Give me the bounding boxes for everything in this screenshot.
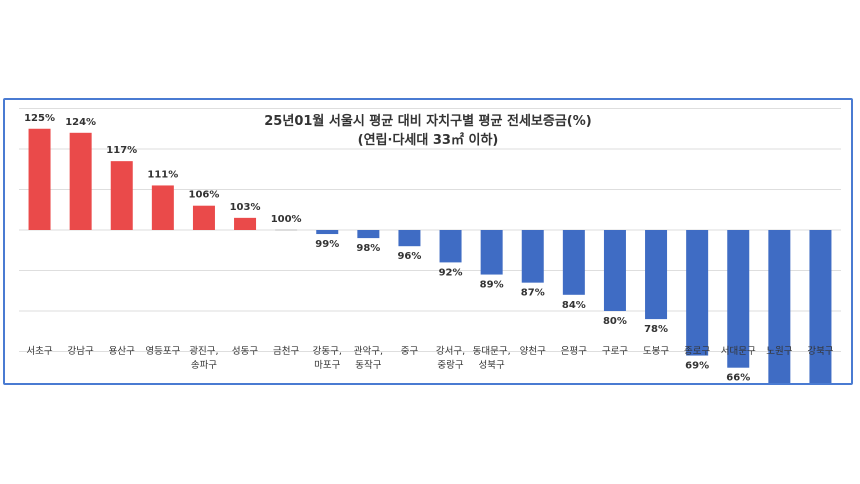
category-label: 종로구 bbox=[684, 346, 710, 357]
data-label: 103% bbox=[230, 202, 261, 213]
bar bbox=[69, 132, 92, 230]
bar bbox=[603, 230, 626, 311]
category-label: 강북구 bbox=[807, 346, 833, 357]
category-label: 용산구 bbox=[109, 346, 135, 357]
category-label: 성동구 bbox=[232, 346, 258, 357]
bar bbox=[357, 230, 380, 239]
data-label: 87% bbox=[521, 288, 545, 299]
data-label: 98% bbox=[356, 243, 380, 254]
bar bbox=[768, 230, 791, 383]
bars bbox=[28, 128, 832, 383]
data-label: 66% bbox=[726, 373, 750, 383]
category-label: 금천구 bbox=[273, 346, 299, 357]
labels: 125% 서초구 124% 강남구 117% 용산구 111% 영등포구 106% 광진구, 송파구… bbox=[24, 113, 834, 383]
bar bbox=[809, 230, 832, 383]
bar bbox=[275, 229, 298, 231]
data-label: 80% bbox=[603, 316, 627, 327]
bar-chart: 125% 서초구 124% 강남구 117% 용산구 111% 영등포구 106% 광진구, 송파구… bbox=[19, 108, 841, 383]
category-label: 서초구 bbox=[26, 346, 52, 357]
data-label: 92% bbox=[439, 267, 463, 278]
data-label: 117% bbox=[106, 145, 137, 156]
category-label: 관악구, 동작구 bbox=[354, 345, 383, 371]
category-label: 은평구 bbox=[561, 346, 587, 357]
bar bbox=[645, 230, 668, 320]
data-label: 100% bbox=[271, 214, 302, 225]
bar bbox=[28, 128, 51, 230]
category-label: 구로구 bbox=[602, 346, 628, 357]
bar bbox=[110, 161, 133, 230]
data-label: 78% bbox=[644, 324, 668, 335]
bar bbox=[151, 185, 174, 230]
category-label: 중구 bbox=[401, 346, 419, 357]
bar bbox=[562, 230, 585, 295]
category-label: 노원구 bbox=[766, 346, 792, 357]
data-label: 96% bbox=[397, 251, 421, 262]
bar bbox=[316, 230, 339, 235]
gridlines bbox=[19, 108, 841, 352]
bar bbox=[521, 230, 544, 283]
category-label: 서대문구 bbox=[721, 346, 756, 357]
category-label: 강남구 bbox=[68, 346, 94, 357]
category-label: 도봉구 bbox=[643, 346, 669, 357]
category-label: 동대문구, 성북구 bbox=[473, 346, 511, 371]
bar bbox=[480, 230, 503, 275]
data-label: 99% bbox=[315, 239, 339, 250]
category-label: 광진구, 송파구 bbox=[189, 345, 218, 371]
chart-subtitle: (연립·다세대 33㎡ 이하) bbox=[357, 133, 499, 148]
data-label: 89% bbox=[480, 280, 504, 291]
data-label: 69% bbox=[685, 361, 709, 372]
chart-title: 25년01월 서울시 평균 대비 자치구별 평균 전세보증금(%) bbox=[264, 114, 592, 129]
bar bbox=[398, 230, 421, 247]
data-label: 111% bbox=[147, 169, 178, 180]
category-label: 강서구, 중랑구 bbox=[436, 346, 465, 371]
category-label: 영등포구 bbox=[145, 346, 180, 357]
data-label: 106% bbox=[188, 190, 219, 201]
category-label: 강동구, 마포구 bbox=[313, 346, 342, 371]
chart-frame: 25년01월 서울시 평균 대비 자치구별 평균 전세보증금(%) (연립·다세… bbox=[3, 98, 853, 385]
bar bbox=[192, 205, 215, 230]
bar bbox=[439, 230, 462, 263]
bar bbox=[686, 230, 709, 356]
data-label: 84% bbox=[562, 300, 586, 311]
bar bbox=[727, 230, 750, 368]
data-label: 125% bbox=[24, 113, 55, 124]
category-label: 양천구 bbox=[520, 346, 546, 357]
data-label: 124% bbox=[65, 117, 96, 128]
bar bbox=[234, 217, 257, 230]
